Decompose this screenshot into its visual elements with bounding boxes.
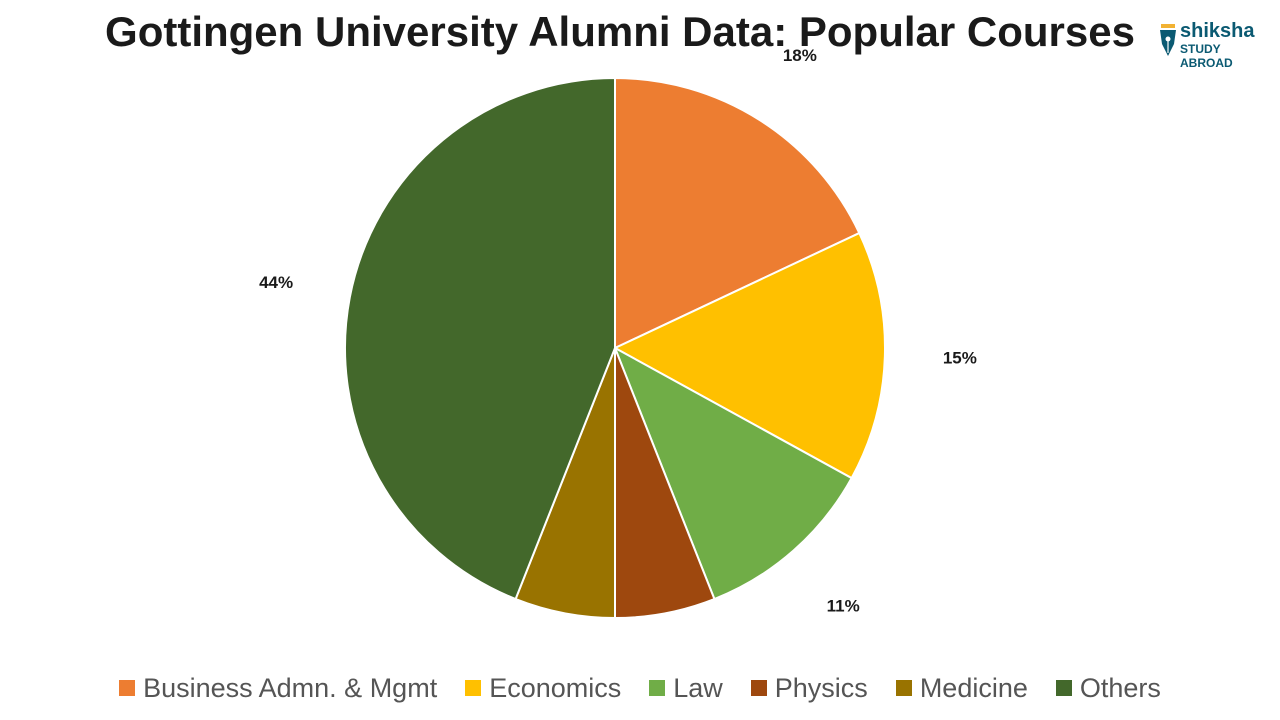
chart-title: Gottingen University Alumni Data: Popula… <box>105 8 1135 55</box>
pie-slices <box>344 76 886 620</box>
data-label-economics: 15% <box>943 348 977 367</box>
shiksha-logo: shiksha STUDY ABROAD <box>1158 20 1274 70</box>
legend-label-medicine: Medicine <box>919 672 1028 703</box>
legend-label-law: Law <box>673 672 723 703</box>
legend-swatch-physics <box>750 680 767 696</box>
legend-label-others: Others <box>1079 672 1161 703</box>
pie-chart: 18%15%11%6%6%44% <box>259 46 977 620</box>
legend-label-business-admn-mgmt: Business Admn. & Mgmt <box>143 672 438 703</box>
legend-item-economics: Economics <box>465 673 621 704</box>
data-label-business-admn-mgmt: 18% <box>783 46 817 65</box>
logo-tagline: STUDY ABROAD <box>1180 42 1233 70</box>
legend-swatch-law <box>649 680 666 696</box>
legend-swatch-economics <box>465 680 482 696</box>
pie-slice-law <box>613 345 853 601</box>
legend-label-economics: Economics <box>489 672 622 703</box>
legend-item-law: Law <box>649 673 723 704</box>
pie-slice-economics <box>612 231 886 480</box>
legend-label-physics: Physics <box>774 672 868 703</box>
pen-nib-icon <box>1160 24 1176 56</box>
pie-slice-others <box>344 76 616 601</box>
legend-item-business-admn-mgmt: Business Admn. & Mgmt <box>119 673 437 704</box>
data-label-others: 44% <box>259 273 293 292</box>
chart-legend: Business Admn. & Mgmt Economics Law Physics… <box>0 670 1280 706</box>
logo-brand: shiksha <box>1180 20 1255 42</box>
legend-item-physics: Physics <box>750 672 868 704</box>
legend-item-others: Others <box>1055 672 1161 704</box>
legend-swatch-medicine <box>895 680 912 696</box>
legend-swatch-business-admn-mgmt <box>119 680 136 696</box>
data-label-law: 11% <box>827 596 860 615</box>
legend-item-medicine: Medicine <box>895 672 1028 704</box>
legend-swatch-others <box>1055 680 1072 696</box>
pie-data-labels: 18%15%11%6%6%44% <box>259 46 977 615</box>
pie-slice-business-admn-mgmt <box>614 76 861 350</box>
